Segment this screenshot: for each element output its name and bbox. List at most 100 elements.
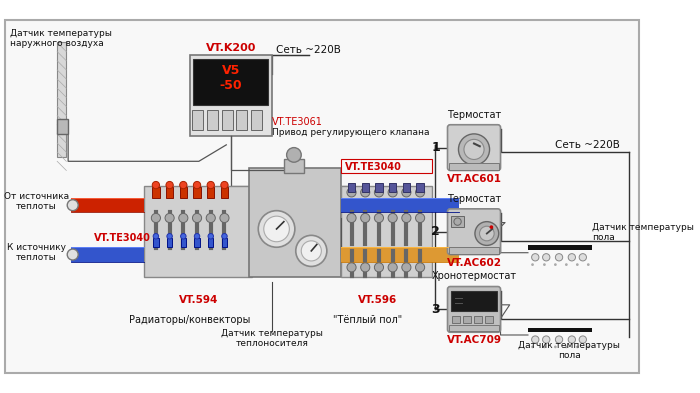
Circle shape	[166, 182, 174, 189]
Circle shape	[579, 336, 587, 343]
Circle shape	[475, 222, 498, 245]
Bar	[402, 183, 410, 193]
Bar	[71, 198, 144, 213]
Circle shape	[181, 233, 186, 239]
Text: VT.596: VT.596	[358, 295, 397, 305]
Bar	[452, 316, 461, 323]
Circle shape	[576, 345, 579, 348]
Circle shape	[554, 263, 556, 266]
Circle shape	[347, 213, 356, 222]
Circle shape	[67, 249, 78, 260]
Circle shape	[220, 182, 228, 189]
Circle shape	[388, 188, 397, 197]
Bar	[207, 187, 214, 198]
Bar	[452, 291, 497, 311]
Circle shape	[416, 263, 425, 272]
Text: К источнику
теплоты: К источнику теплоты	[6, 243, 66, 263]
Text: V5: V5	[222, 64, 240, 77]
FancyBboxPatch shape	[447, 286, 500, 332]
Bar	[341, 247, 459, 262]
Circle shape	[542, 336, 550, 343]
Text: Датчик температуры
теплоносителя: Датчик температуры теплоносителя	[221, 329, 323, 348]
Text: Термостат: Термостат	[447, 194, 501, 204]
Bar	[167, 238, 172, 247]
Circle shape	[531, 336, 539, 343]
Bar	[195, 238, 200, 247]
Bar	[449, 247, 498, 253]
Text: "Тёплый пол": "Тёплый пол"	[333, 315, 402, 325]
FancyBboxPatch shape	[447, 209, 500, 255]
Circle shape	[587, 345, 589, 348]
Circle shape	[195, 233, 200, 239]
Circle shape	[568, 253, 575, 261]
Text: Датчик температуры
пола: Датчик температуры пола	[518, 341, 620, 360]
Bar	[152, 187, 160, 198]
Circle shape	[347, 263, 356, 272]
Circle shape	[296, 235, 327, 266]
Circle shape	[555, 253, 563, 261]
Bar	[416, 183, 424, 193]
Circle shape	[579, 253, 587, 261]
Bar	[166, 187, 174, 198]
Circle shape	[402, 188, 411, 197]
Circle shape	[151, 213, 160, 222]
Text: Привод регулирующего клапана: Привод регулирующего клапана	[272, 129, 430, 138]
Circle shape	[193, 182, 201, 189]
Circle shape	[489, 225, 493, 229]
Circle shape	[568, 336, 575, 343]
Circle shape	[416, 188, 425, 197]
Bar	[222, 238, 228, 247]
Text: VT.AC601: VT.AC601	[447, 174, 501, 184]
Bar	[485, 316, 494, 323]
Text: VT.K200: VT.K200	[206, 43, 256, 53]
Text: VT.TE3040: VT.TE3040	[345, 162, 402, 172]
Circle shape	[222, 233, 228, 239]
Text: VT.594: VT.594	[179, 295, 218, 305]
Circle shape	[565, 263, 568, 266]
Bar	[463, 316, 471, 323]
Bar	[193, 59, 268, 105]
Bar	[284, 158, 304, 173]
Text: Хронотермостат: Хронотермостат	[431, 272, 517, 281]
Bar	[190, 55, 272, 136]
Text: Сеть ~220В: Сеть ~220В	[276, 45, 341, 55]
Text: VT.TE3040: VT.TE3040	[94, 233, 150, 243]
Circle shape	[301, 241, 321, 261]
Circle shape	[374, 213, 384, 222]
Bar	[57, 119, 68, 134]
Bar	[193, 110, 204, 130]
Circle shape	[554, 345, 556, 348]
Bar	[249, 168, 341, 277]
Bar	[449, 325, 498, 331]
Bar	[375, 183, 383, 193]
Text: Датчик температуры
наружного воздуха: Датчик температуры наружного воздуха	[10, 29, 111, 48]
Circle shape	[208, 233, 213, 239]
Text: 2: 2	[431, 225, 440, 238]
Bar	[57, 42, 66, 157]
Text: Термостат: Термостат	[447, 110, 501, 120]
Circle shape	[388, 213, 397, 222]
Circle shape	[152, 182, 160, 189]
Text: 3: 3	[431, 303, 440, 316]
Circle shape	[286, 148, 301, 162]
Bar	[207, 110, 218, 130]
Bar	[237, 110, 247, 130]
Bar	[180, 187, 187, 198]
Circle shape	[464, 140, 484, 160]
Circle shape	[543, 345, 546, 348]
Circle shape	[388, 263, 397, 272]
Circle shape	[153, 233, 159, 239]
Bar	[220, 187, 228, 198]
Text: Сеть ~220В: Сеть ~220В	[555, 140, 620, 150]
FancyBboxPatch shape	[447, 125, 500, 171]
Circle shape	[360, 188, 370, 197]
Circle shape	[555, 336, 563, 343]
Bar	[208, 238, 213, 247]
Circle shape	[542, 253, 550, 261]
Bar	[528, 328, 592, 332]
Bar	[144, 186, 252, 277]
Circle shape	[416, 213, 425, 222]
Bar	[193, 187, 201, 198]
Bar	[348, 183, 355, 193]
Bar	[251, 110, 262, 130]
